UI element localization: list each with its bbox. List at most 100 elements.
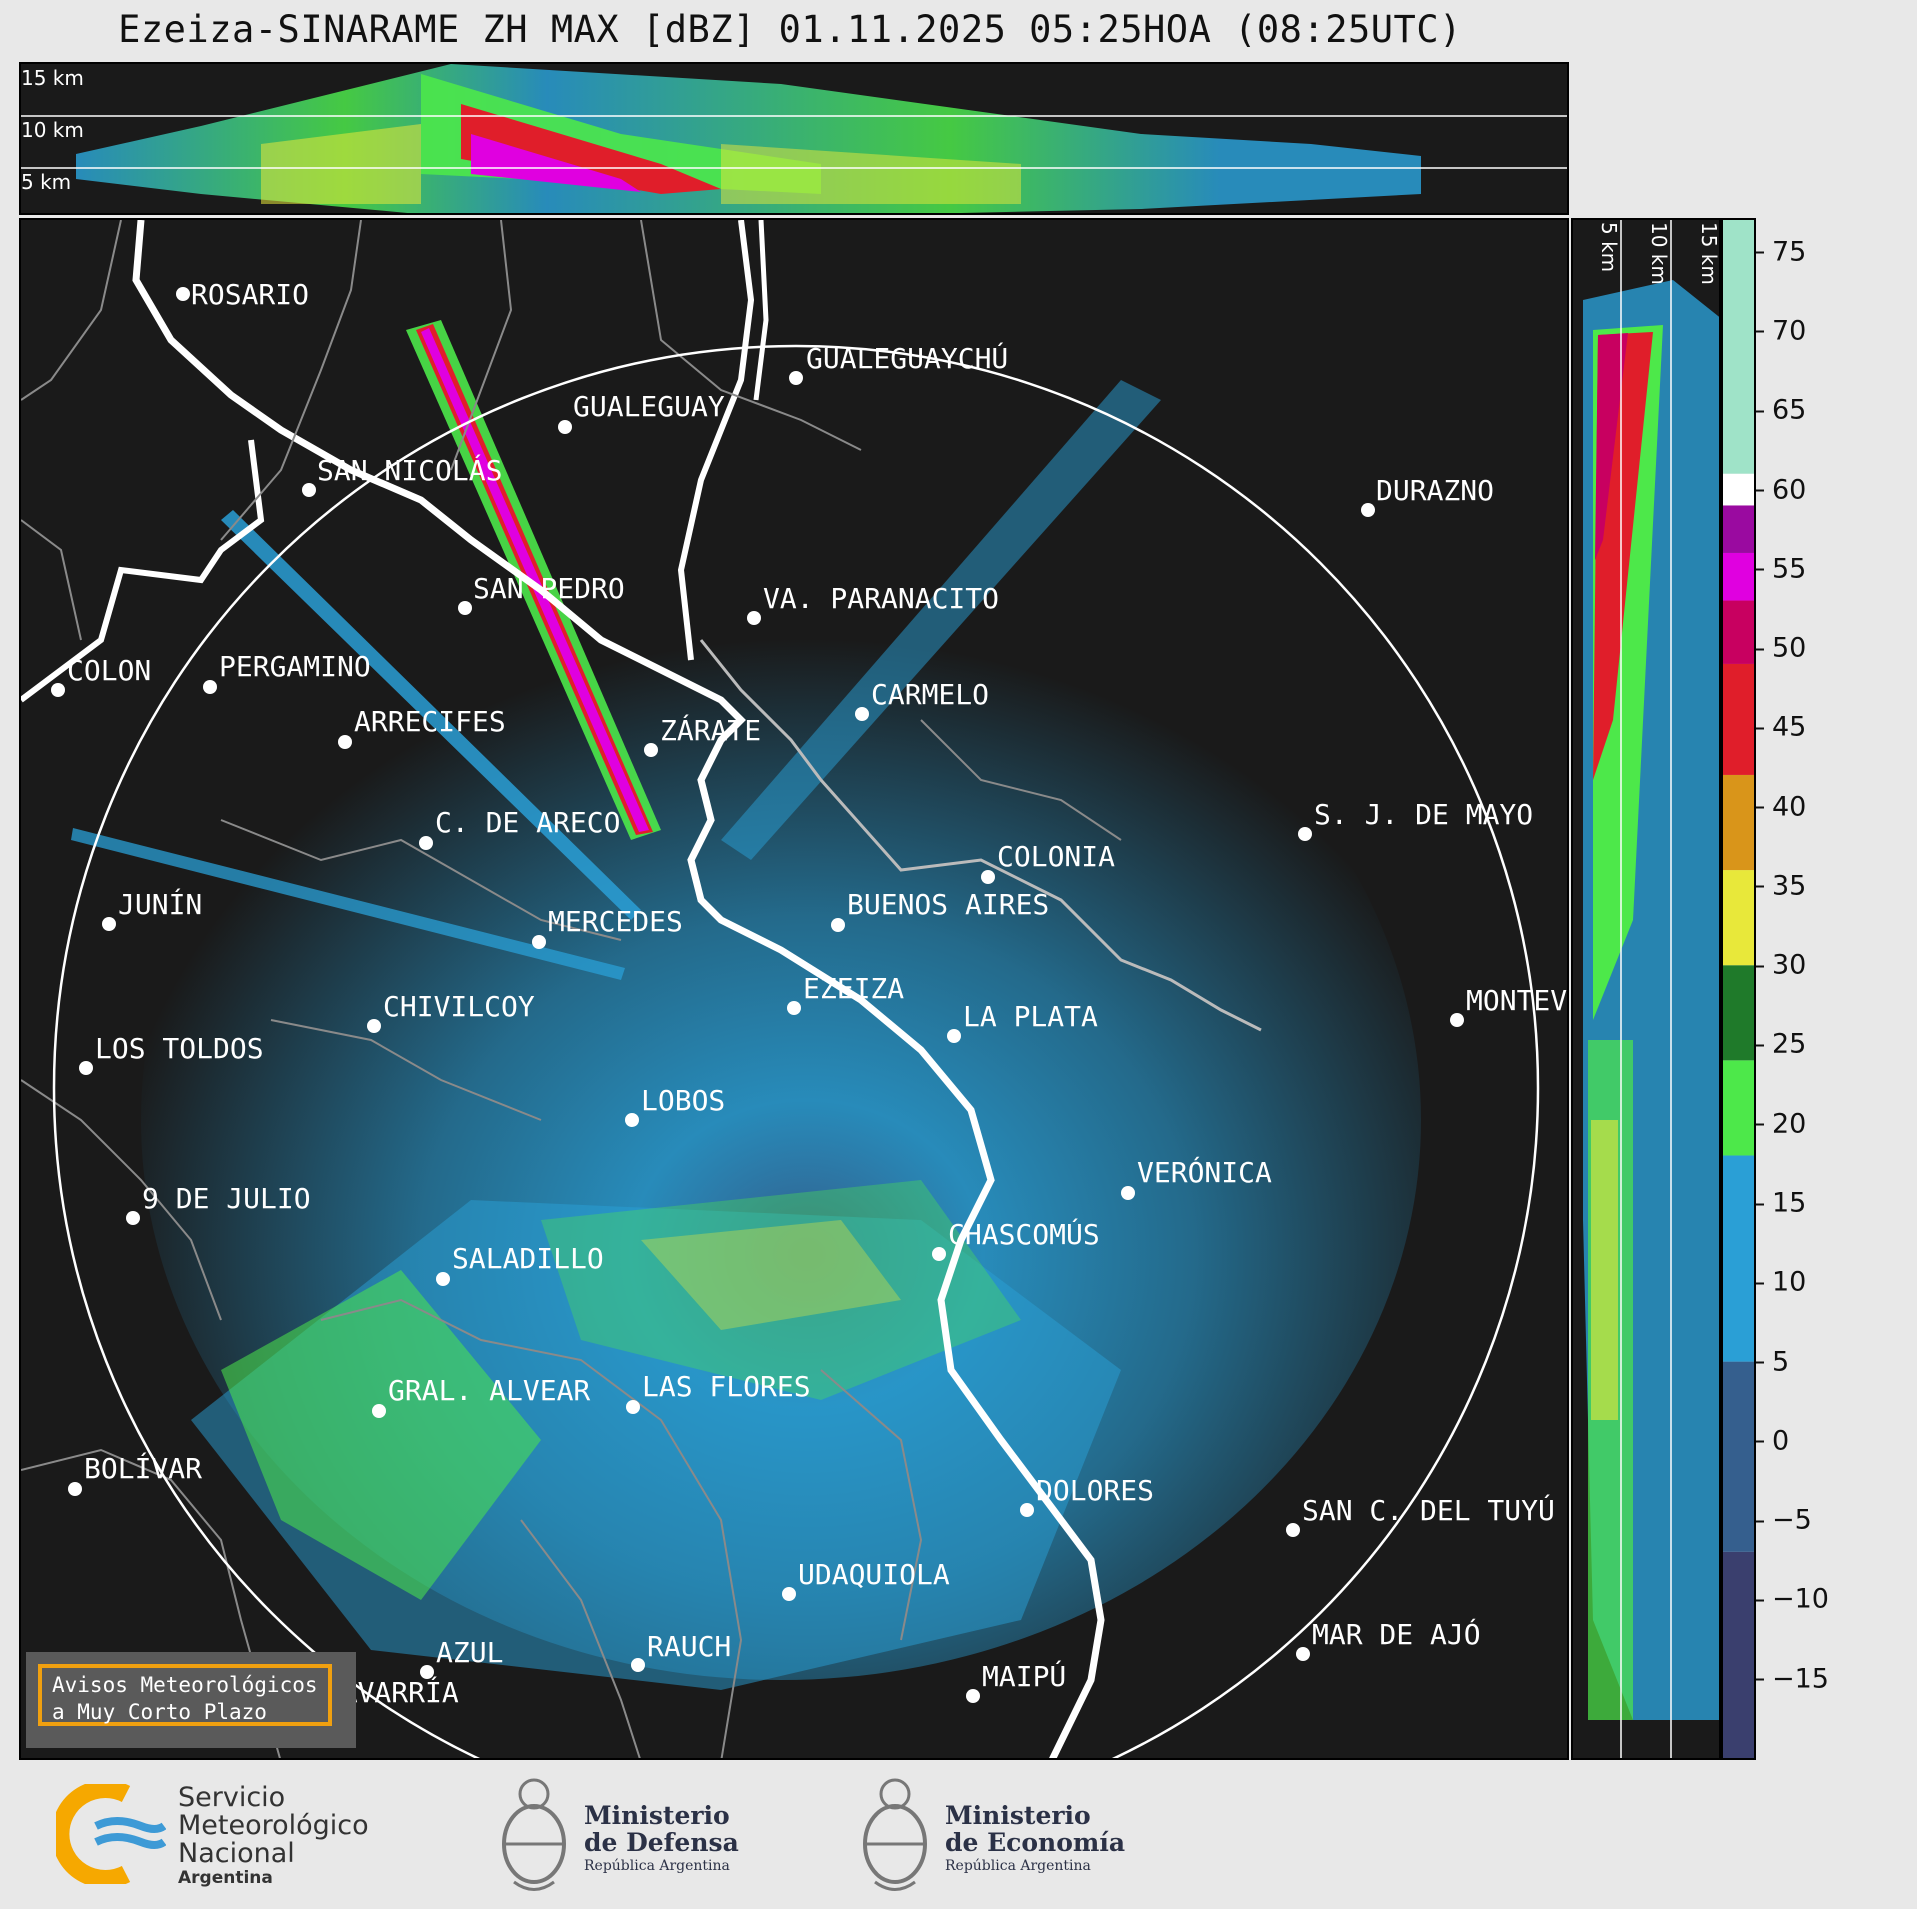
colorbar-band [1723,965,1754,1061]
city-dot [1298,827,1312,841]
city-label: JUNÍN [118,888,203,921]
colorbar-tick: −15 [1756,1663,1829,1694]
city-label: LAS FLORES [642,1370,811,1403]
colorbar-tick: 40 [1755,791,1807,823]
top-height-label-10: 10 km [21,118,84,142]
city-label: GUALEGUAYCHÚ [806,342,1009,375]
city-dot [644,743,658,757]
city-dot [532,935,546,949]
colorbar-tick-label: 65 [1772,394,1807,426]
defensa-line-1: Ministerio [584,1801,730,1830]
colorbar-band [1723,1551,1754,1758]
colorbar-tick: −10 [1756,1583,1829,1615]
city-label: VERÓNICA [1137,1156,1272,1189]
colorbar-tick-label: −10 [1772,1583,1829,1615]
economia-line-1: Ministerio [945,1801,1091,1830]
city-label: COLON [67,654,152,687]
city-dot [1020,1503,1034,1517]
colorbar-tick-label: 50 [1772,632,1807,664]
city-dot [966,1689,980,1703]
warning-line-2: a Muy Corto Plazo [52,1700,267,1724]
city-dot [831,918,845,932]
city-label: CHIVILCOY [383,990,535,1023]
colorbar-tick-label: 25 [1772,1028,1807,1060]
colorbar-band [1723,1155,1754,1362]
warning-box[interactable]: Avisos Meteorológicos a Muy Corto Plazo [26,1652,356,1748]
economia-coat-of-arms-icon [863,1778,927,1891]
city-dot [302,483,316,497]
city-dot [782,1587,796,1601]
city-dot [855,707,869,721]
right-height-label-5: 5 km [1597,222,1621,273]
smn-logo-icon [56,1784,166,1884]
colorbar-tick-label: 60 [1772,474,1807,506]
city-dot [947,1029,961,1043]
city-label: DURAZNO [1376,474,1495,507]
colorbar-tick: 15 [1755,1187,1807,1219]
colorbar-band [1723,774,1754,871]
city-label: LOBOS [641,1084,726,1117]
colorbar-tick-label: 5 [1772,1346,1790,1378]
economia-line-3: República Argentina [945,1858,1091,1874]
city-dot [436,1272,450,1286]
city-label: MONTEV [1466,984,1568,1017]
defensa-logo-text: Ministerio de Defensa República Argentin… [584,1802,739,1876]
city-label: S. J. DE MAYO [1314,798,1534,831]
colorbar-tick: 20 [1755,1108,1807,1140]
right-cross-section: 5 km 10 km 15 km [1571,218,1721,1760]
city-label: SAN NICOLÁS [317,454,503,487]
city-label: AZUL [436,1636,504,1669]
city-dot [1361,503,1375,517]
economia-line-2: de Economía [945,1828,1126,1857]
top-cross-section-plot [21,64,1567,213]
colorbar-tick-label: 75 [1772,236,1807,268]
city-label: LA PLATA [963,1000,1098,1033]
city-dot [126,1211,140,1225]
colorbar-tick-label: 20 [1772,1108,1807,1140]
colorbar-tick: 65 [1755,394,1807,426]
city-label: MERCEDES [548,905,683,938]
city-label: ROSARIO [191,278,310,311]
city-label: MAIPÚ [982,1660,1067,1693]
city-label: UDAQUIOLA [798,1558,950,1591]
footer: Servicio Meteorológico Nacional Argentin… [0,1762,1917,1909]
colorbar-tick: 35 [1755,870,1807,902]
city-label: VA. PARANACITO [763,582,1000,615]
colorbar-ticks: 75 70 65 60 55 50 45 40 35 30 25 20 15 10 5 0 −5 −10 −15 [1755,218,1878,1760]
colorbar-band [1723,552,1754,601]
colorbar-tick: 0 [1755,1425,1790,1457]
colorbar-band [1723,473,1754,506]
smn-line-2: Meteorológico [178,1810,369,1841]
colorbar-tick-label: −5 [1772,1504,1812,1536]
city-label: BOLÍVAR [84,1452,203,1485]
smn-line-3: Nacional [178,1838,295,1869]
smn-line-4: Argentina [178,1868,273,1888]
city-dot [458,601,472,615]
city-dot [932,1247,946,1261]
city-label: PERGAMINO [219,650,371,683]
city-dot [1121,1186,1135,1200]
city-dot [176,287,190,301]
city-label: MAR DE AJÓ [1312,1618,1481,1651]
city-label: ZÁRATE [660,714,762,747]
right-height-label-10: 10 km [1647,222,1671,285]
colorbar-tick-label: 40 [1772,791,1807,823]
warning-box-frame[interactable]: Avisos Meteorológicos a Muy Corto Plazo [38,1664,332,1726]
colorbar-tick-label: 30 [1772,949,1807,981]
colorbar-tick-label: 70 [1772,315,1807,347]
city-label: LOS TOLDOS [95,1032,264,1065]
city-label: SALADILLO [452,1242,604,1275]
colorbar-band [1723,1361,1754,1552]
colorbar-band [1723,870,1754,966]
city-label: 9 DE JULIO [142,1182,311,1215]
economia-logo-text: Ministerio de Economía República Argenti… [945,1802,1125,1876]
radar-map-plot [21,220,1540,1758]
city-dot [1450,1013,1464,1027]
city-dot [420,1665,434,1679]
colorbar-tick-label: 0 [1772,1425,1790,1457]
city-dot [367,1019,381,1033]
city-dot [1296,1647,1310,1661]
colorbar-tick-label: 35 [1772,870,1807,902]
colorbar-tick: 50 [1755,632,1807,664]
colorbar-tick-label: 15 [1772,1187,1807,1219]
